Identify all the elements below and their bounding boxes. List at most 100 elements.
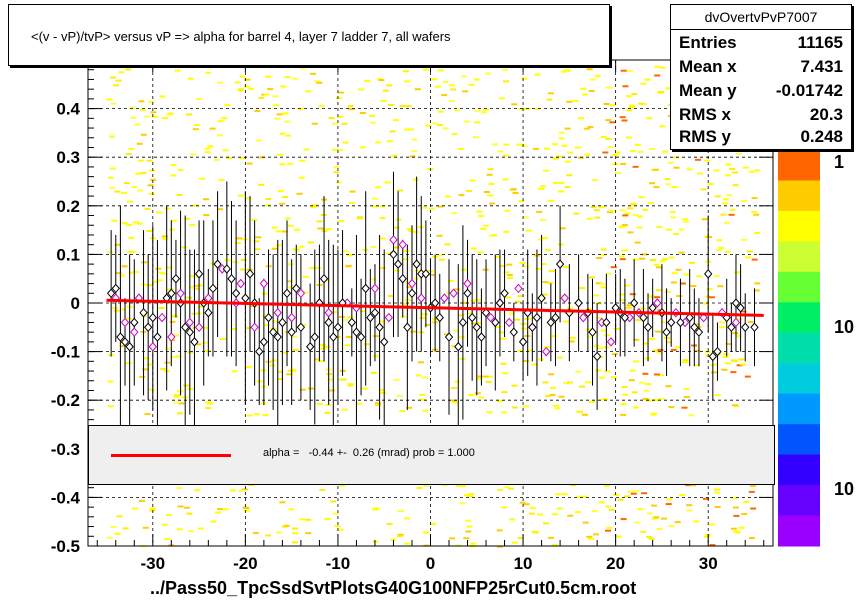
density-cell xyxy=(714,488,721,491)
density-cell xyxy=(625,95,632,98)
density-cell xyxy=(463,494,470,497)
density-cell xyxy=(158,271,165,274)
density-cell xyxy=(754,282,761,285)
density-cell xyxy=(604,370,611,373)
density-cell xyxy=(508,312,515,315)
density-cell xyxy=(279,501,286,504)
data-point xyxy=(481,307,491,318)
density-cell xyxy=(207,402,213,405)
y-tick-label: -0.2 xyxy=(51,391,80,410)
density-cell xyxy=(379,320,386,323)
density-cell xyxy=(170,174,176,177)
density-cell xyxy=(407,128,414,131)
density-cell xyxy=(258,183,265,186)
density-cell xyxy=(326,373,333,376)
density-cell xyxy=(471,322,477,325)
density-cell xyxy=(415,374,422,377)
density-cell xyxy=(324,411,331,414)
density-cell xyxy=(347,383,354,385)
density-cell xyxy=(220,338,226,340)
density-cell xyxy=(688,414,695,417)
data-point xyxy=(389,249,398,260)
density-cell xyxy=(732,404,738,407)
density-cell xyxy=(511,103,518,106)
density-cell xyxy=(222,508,229,511)
stats-value: 0.248 xyxy=(800,127,843,146)
data-point xyxy=(491,317,500,328)
density-cell xyxy=(533,108,540,110)
density-cell xyxy=(637,150,644,153)
density-cell xyxy=(659,125,666,128)
density-cell xyxy=(143,115,150,118)
density-cell xyxy=(297,108,304,111)
density-cell xyxy=(655,289,662,292)
density-cell xyxy=(609,209,615,212)
data-point xyxy=(731,298,741,308)
density-cell xyxy=(626,70,633,73)
density-cell xyxy=(537,358,544,361)
density-cell xyxy=(338,315,345,318)
density-cell xyxy=(581,93,588,96)
data-point xyxy=(546,317,556,328)
density-cell xyxy=(226,157,233,160)
density-cell xyxy=(589,276,595,279)
density-cell xyxy=(664,178,671,181)
density-cell xyxy=(195,343,202,346)
density-cell xyxy=(492,143,498,146)
density-cell xyxy=(664,290,671,293)
density-cell xyxy=(668,256,675,259)
density-cell xyxy=(244,509,251,512)
density-cell xyxy=(511,406,518,409)
density-cell xyxy=(273,104,280,107)
density-cell xyxy=(240,268,247,271)
density-cell xyxy=(716,239,723,242)
density-cell xyxy=(622,393,629,396)
density-cell xyxy=(637,508,644,511)
data-point-magenta xyxy=(176,288,185,299)
density-cell xyxy=(725,362,731,365)
density-cell xyxy=(630,150,637,153)
density-cell xyxy=(125,362,132,365)
density-cell xyxy=(585,381,592,384)
density-cell xyxy=(593,533,600,536)
density-cell xyxy=(498,331,505,334)
density-cell xyxy=(308,387,315,390)
density-cell xyxy=(149,507,156,510)
density-cell xyxy=(139,108,146,111)
density-cell xyxy=(614,172,621,175)
density-cell xyxy=(631,93,638,95)
density-cell xyxy=(500,362,507,365)
density-cell xyxy=(463,537,470,540)
density-cell xyxy=(704,159,711,162)
density-cell xyxy=(621,119,628,122)
density-cell xyxy=(620,163,627,166)
density-cell xyxy=(246,162,253,165)
density-cell xyxy=(217,508,223,511)
density-cell xyxy=(576,410,583,413)
density-cell xyxy=(274,117,281,120)
density-cell xyxy=(305,90,312,93)
density-cell xyxy=(169,228,176,231)
density-cell xyxy=(143,357,150,360)
density-cell xyxy=(404,80,411,83)
density-cell xyxy=(468,493,475,495)
density-cell xyxy=(417,226,424,229)
data-point xyxy=(273,332,282,342)
density-cell xyxy=(418,361,424,364)
density-cell xyxy=(629,106,636,109)
density-cell xyxy=(501,506,508,509)
density-cell xyxy=(315,267,322,269)
density-cell xyxy=(405,105,412,108)
density-cell xyxy=(657,374,664,377)
density-cell xyxy=(695,158,701,161)
data-series xyxy=(106,171,759,469)
density-cell xyxy=(549,387,556,389)
density-cell xyxy=(399,410,406,413)
density-cell xyxy=(347,253,353,256)
density-cell xyxy=(557,243,564,246)
density-cell xyxy=(402,70,409,73)
density-cell xyxy=(155,267,162,270)
data-point xyxy=(106,288,116,299)
density-cell xyxy=(542,381,549,384)
data-point-magenta xyxy=(324,307,333,318)
